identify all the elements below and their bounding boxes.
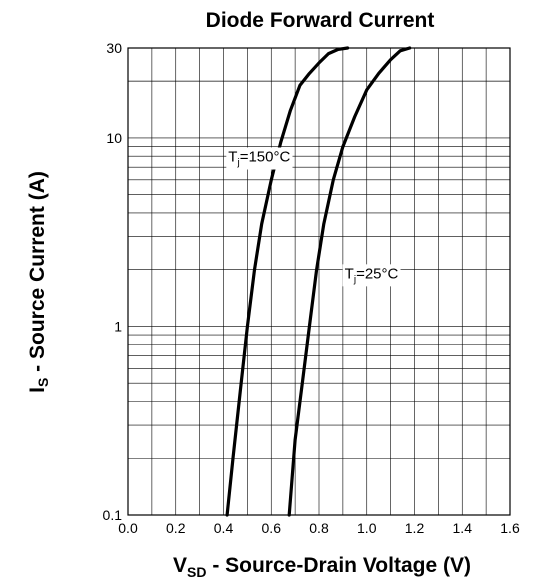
series-annotations: Tj=150°C Tj=25°C bbox=[226, 147, 401, 287]
y-tick-label: 0.1 bbox=[103, 507, 123, 523]
x-axis-label: VSD - Source-Drain Voltage (V) bbox=[173, 554, 471, 580]
x-tick-label: 0.6 bbox=[262, 520, 282, 536]
x-tick-label: 0.4 bbox=[214, 520, 234, 536]
x-tick-label: 1.6 bbox=[500, 520, 520, 536]
svg-text:Tj=150°C: Tj=150°C bbox=[228, 149, 290, 169]
annotation-tj-25c: Tj=25°C bbox=[342, 264, 401, 287]
x-tick-label: 0.8 bbox=[309, 520, 329, 536]
series-line-tj-25c bbox=[287, 46, 412, 517]
x-tick-label: 1.4 bbox=[453, 520, 473, 536]
series-line-tj-150c bbox=[225, 46, 350, 517]
y-tick-label: 1 bbox=[114, 318, 122, 334]
svg-text:Tj=25°C: Tj=25°C bbox=[345, 265, 399, 285]
y-tick-label: 30 bbox=[106, 40, 122, 56]
chart-series bbox=[225, 46, 412, 517]
x-tick-label: 0.2 bbox=[166, 520, 186, 536]
y-axis-tick-labels: 0.1 1 10 30 bbox=[103, 40, 123, 523]
y-tick-label: 10 bbox=[106, 130, 122, 146]
x-tick-label: 1.2 bbox=[405, 520, 425, 536]
chart-title: Diode Forward Current bbox=[206, 9, 435, 32]
y-axis-label: IS - Source Current (A) bbox=[26, 171, 51, 393]
x-tick-label: 0.0 bbox=[118, 520, 138, 536]
annotation-tj-150c: Tj=150°C bbox=[226, 147, 293, 170]
x-axis-tick-labels: 0.0 0.2 0.4 0.6 0.8 1.0 1.2 1.4 1.6 bbox=[118, 520, 520, 536]
x-tick-label: 1.0 bbox=[357, 520, 377, 536]
chart-gridlines bbox=[128, 48, 510, 515]
plot-area bbox=[127, 47, 511, 516]
